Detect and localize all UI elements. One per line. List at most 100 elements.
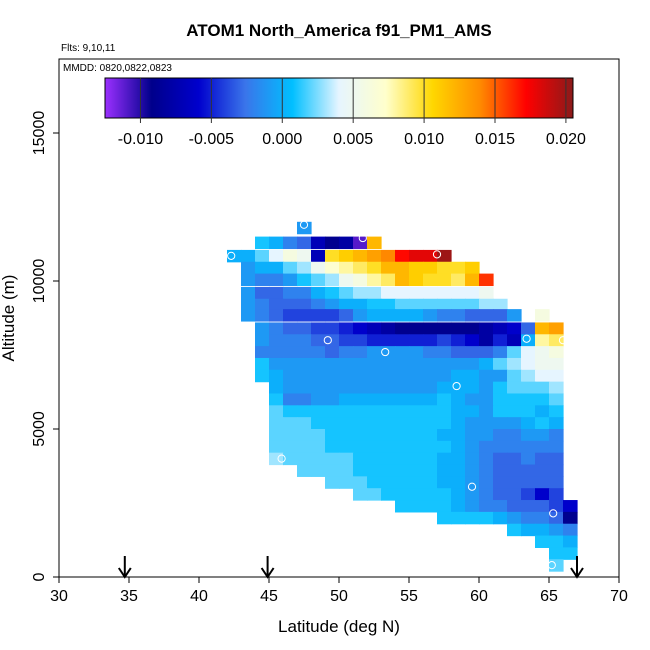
colorbar-tick-label: 0.000 [262,131,302,148]
heatmap-cell [549,535,564,548]
heatmap-cell [493,357,508,371]
heatmap-cell [353,417,368,430]
heatmap-cell [395,500,410,513]
heatmap-cell [451,286,466,300]
heatmap-cell [395,357,410,371]
heatmap-cell [549,417,564,430]
heatmap-cell [325,309,340,322]
heatmap-cell [367,417,382,430]
heatmap-cell [493,417,508,430]
x-axis: 30 35 40 45 50 55 60 65 70 [50,577,628,605]
heatmap-cell [549,476,564,489]
heatmap-cell [437,488,452,501]
heatmap-cell [521,393,536,406]
heatmap-cell [423,476,438,489]
heatmap-cell [283,417,298,430]
heatmap-cell [521,476,536,489]
heatmap-cell [311,381,326,395]
flight-arrows [117,556,584,579]
marker-circle [381,347,390,357]
heatmap-cell [451,405,466,418]
heatmap-cell [381,488,396,501]
heatmap-cell [479,440,494,454]
heatmap-cell [339,236,354,250]
heatmap-cell [297,429,312,442]
heatmap-cell [367,286,382,300]
heatmap-cell [409,405,424,418]
heatmap-cell [311,249,326,263]
heatmap-cell [479,309,494,322]
heatmap-cell [311,286,326,300]
heatmap-cell [367,464,382,477]
heatmap-cell [535,429,550,442]
marker-circle [452,381,461,391]
heatmap-cell [395,393,410,406]
heatmap-cell [283,357,298,371]
heatmap-cell [311,440,326,454]
heatmap-cell [535,476,550,489]
heatmap-cell [255,261,270,275]
heatmap-cell [409,261,424,275]
heatmap-cell [479,452,494,466]
heatmap-cell [507,346,522,359]
x-tick-label: 60 [470,588,488,605]
heatmap-cell [339,369,354,383]
heatmap-cell [451,298,466,312]
heatmap-cell [507,476,522,489]
heatmap-cell [549,547,564,560]
heatmap-cell [535,511,550,525]
heatmap-cell [479,286,494,300]
heatmap-cell [507,523,522,537]
heatmap-cell [409,500,424,513]
heatmap-cell [479,381,494,395]
heatmap-cell [437,273,452,287]
heatmap-cell [395,440,410,454]
heatmap-cell [367,393,382,406]
heatmap-cell [325,464,340,477]
heatmap-cell [451,417,466,430]
heatmap-cell [423,488,438,501]
heatmap-cell [437,357,452,371]
heatmap-cell [465,381,480,395]
heatmap-cell [297,322,312,335]
heatmap-cell [381,249,396,263]
heatmap-cell [493,500,508,513]
heatmap-cell [507,440,522,454]
heatmap-cell [297,261,312,275]
x-tick-label: 45 [260,588,278,605]
heatmap-cell [325,381,340,395]
heatmap-cell [409,334,424,347]
heatmap-cell [367,346,382,359]
heatmap-cell [451,511,466,525]
heatmap-cells [227,221,578,572]
heatmap-cell [395,429,410,442]
heatmap-cell [465,357,480,371]
marker-circle [467,482,477,491]
heatmap-cell [325,417,340,430]
heatmap-cell [283,298,298,312]
heatmap-cell [521,440,536,454]
heatmap-cell [325,393,340,406]
heatmap-cell [353,464,368,477]
heatmap-cell [269,417,284,430]
heatmap-cell [493,381,508,395]
heatmap-cell [311,261,326,275]
heatmap-cell [395,322,410,335]
heatmap-cell [353,393,368,406]
colorbar-tick-label: 0.015 [475,131,515,148]
heatmap-cell [395,273,410,287]
heatmap-cell [493,429,508,442]
heatmap-cell [409,429,424,442]
heatmap-cell [241,309,256,322]
heatmap-cell [339,346,354,359]
heatmap-cell [297,236,312,250]
heatmap-cell [395,334,410,347]
heatmap-cell [325,452,340,466]
heatmap-cell [283,393,298,406]
heatmap-cell [479,334,494,347]
heatmap-cell [353,249,368,263]
heatmap-cell [423,405,438,418]
heatmap-cell [437,286,452,300]
heatmap-cell [437,417,452,430]
heatmap-cell [325,357,340,371]
